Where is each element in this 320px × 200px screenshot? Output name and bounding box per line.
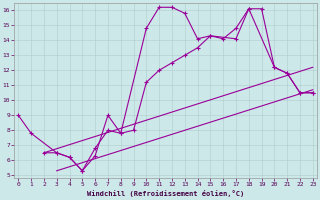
X-axis label: Windchill (Refroidissement éolien,°C): Windchill (Refroidissement éolien,°C) [87,190,244,197]
